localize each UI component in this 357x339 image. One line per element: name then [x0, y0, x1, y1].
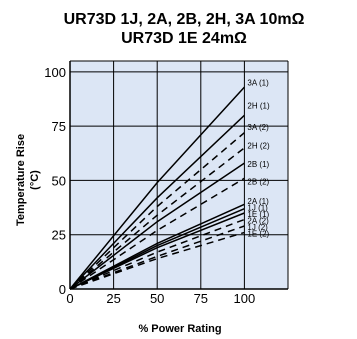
y-tick-label: 100 — [44, 65, 66, 80]
y-tick-label: 50 — [52, 173, 66, 188]
x-tick-label: 50 — [150, 291, 164, 306]
series-label: 3A (2) — [247, 123, 269, 132]
x-tick-label: 0 — [66, 291, 73, 306]
x-tick-label: 25 — [106, 291, 120, 306]
series-line — [69, 114, 245, 290]
chart-subtitle: UR73D 1E 24mΩ — [121, 30, 247, 47]
series-line — [69, 231, 245, 290]
y-tick-label: 75 — [52, 119, 66, 134]
series-label: 1E (2) — [247, 230, 269, 239]
x-tick-label: 75 — [194, 291, 208, 306]
series-line — [69, 177, 245, 290]
series-label: 2H (2) — [247, 142, 270, 151]
series-line — [69, 132, 245, 290]
x-tick-label: 100 — [234, 291, 256, 306]
series-label: 2B (2) — [247, 178, 269, 187]
series-line — [69, 86, 245, 290]
series-label: 2A (2) — [247, 217, 269, 226]
series-line — [69, 147, 245, 290]
series-label: 2H (1) — [247, 102, 270, 111]
y-tick-label: 25 — [52, 228, 66, 243]
series-label: 2B (1) — [247, 160, 269, 169]
series-line — [69, 212, 245, 290]
x-axis-label: % Power Rating — [138, 323, 221, 335]
chart-title: UR73D 1J, 2A, 2B, 2H, 3A 10mΩ — [64, 11, 305, 28]
series-line — [69, 218, 245, 290]
plot-area: 0 25 50 75 100 0 25 50 75 100 3A (1) 2H (1) 3A (2) 2H… — [44, 60, 289, 306]
y-axis-label: Temperature Rise — [15, 134, 27, 226]
series-line — [69, 162, 245, 290]
series-label: 2A (1) — [247, 197, 269, 206]
series-label: 1J (2) — [247, 223, 268, 232]
y-tick-label: 0 — [59, 282, 66, 297]
y-axis-unit: (°C) — [29, 170, 41, 190]
series-label: 3A (1) — [247, 79, 269, 88]
series-label: 1E (1) — [247, 210, 269, 219]
series-label: 1J (1) — [247, 204, 268, 213]
